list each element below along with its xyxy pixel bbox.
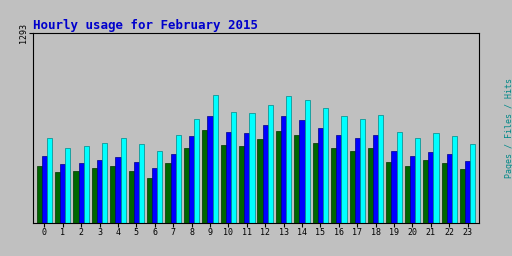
Bar xyxy=(305,100,310,223)
Bar xyxy=(129,172,134,223)
Bar xyxy=(404,166,410,223)
Bar xyxy=(313,143,318,223)
Bar xyxy=(212,95,218,223)
Text: Hourly usage for February 2015: Hourly usage for February 2015 xyxy=(33,19,258,32)
Bar xyxy=(194,119,199,223)
Bar xyxy=(221,145,226,223)
Bar xyxy=(170,154,176,223)
Bar xyxy=(355,138,360,223)
Bar xyxy=(66,148,71,223)
Bar xyxy=(42,156,47,223)
Bar xyxy=(360,120,365,223)
Bar xyxy=(78,163,84,223)
Bar xyxy=(410,156,415,223)
Bar xyxy=(139,144,144,223)
Bar xyxy=(281,116,286,223)
Bar xyxy=(226,132,231,223)
Bar xyxy=(441,163,446,223)
Bar xyxy=(207,116,212,223)
Bar xyxy=(415,138,420,223)
Bar xyxy=(239,146,244,223)
Bar xyxy=(73,172,78,223)
Bar xyxy=(120,138,125,223)
Bar xyxy=(300,120,305,223)
Bar xyxy=(470,144,476,223)
Bar xyxy=(97,161,102,223)
Bar xyxy=(165,163,170,223)
Bar xyxy=(92,168,97,223)
Bar xyxy=(184,148,189,223)
Bar xyxy=(268,105,273,223)
Bar xyxy=(318,128,323,223)
Bar xyxy=(60,164,66,223)
Bar xyxy=(249,113,254,223)
Bar xyxy=(152,168,157,223)
Bar xyxy=(423,161,428,223)
Bar xyxy=(189,136,194,223)
Bar xyxy=(157,151,162,223)
Bar xyxy=(147,178,152,223)
Bar xyxy=(202,130,207,223)
Bar xyxy=(110,166,115,223)
Bar xyxy=(350,151,355,223)
Bar xyxy=(465,161,470,223)
Bar xyxy=(134,162,139,223)
Bar xyxy=(397,132,402,223)
Bar xyxy=(378,115,383,223)
Text: Pages / Files / Hits: Pages / Files / Hits xyxy=(505,78,512,178)
Bar xyxy=(342,116,347,223)
Bar xyxy=(294,135,300,223)
Bar xyxy=(323,109,328,223)
Bar xyxy=(231,112,236,223)
Bar xyxy=(36,166,42,223)
Bar xyxy=(428,152,434,223)
Bar xyxy=(258,139,263,223)
Bar xyxy=(47,138,52,223)
Bar xyxy=(373,135,378,223)
Bar xyxy=(263,125,268,223)
Bar xyxy=(84,146,89,223)
Bar xyxy=(115,157,120,223)
Bar xyxy=(446,154,452,223)
Bar xyxy=(392,151,397,223)
Bar xyxy=(244,133,249,223)
Bar xyxy=(387,162,392,223)
Bar xyxy=(276,131,281,223)
Bar xyxy=(434,133,439,223)
Bar xyxy=(286,96,291,223)
Bar xyxy=(460,169,465,223)
Bar xyxy=(331,148,336,223)
Bar xyxy=(55,172,60,223)
Bar xyxy=(176,135,181,223)
Bar xyxy=(368,148,373,223)
Bar xyxy=(102,143,108,223)
Bar xyxy=(336,135,342,223)
Bar xyxy=(452,135,457,223)
